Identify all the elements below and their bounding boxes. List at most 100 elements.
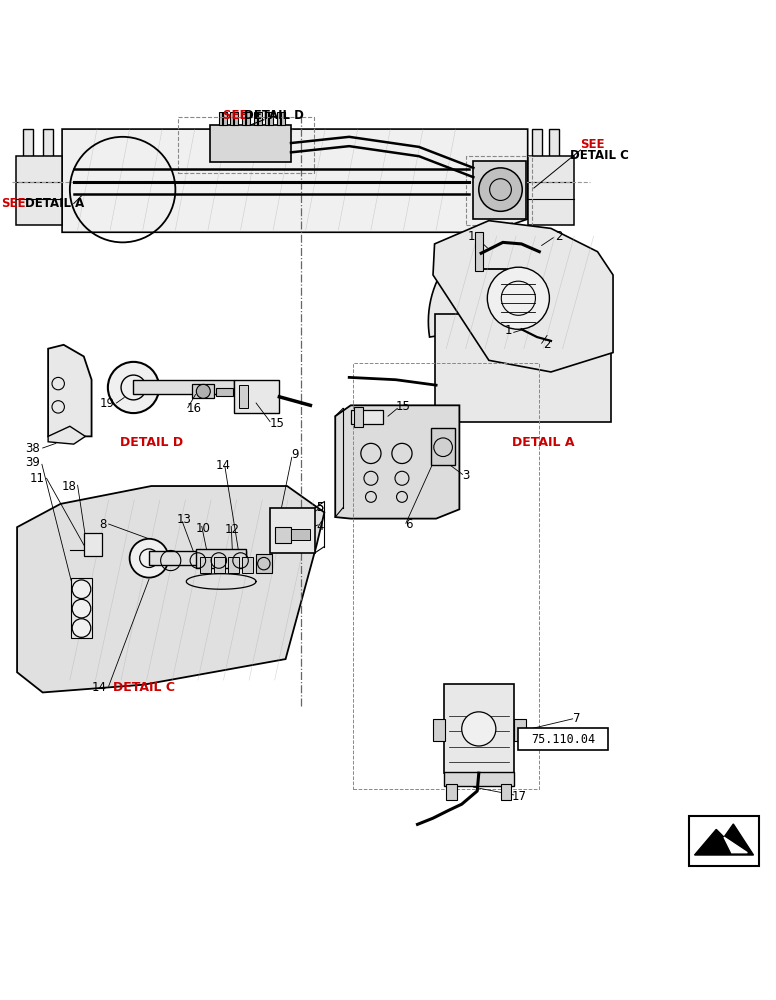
Bar <box>354 407 363 427</box>
Text: 8: 8 <box>99 518 107 531</box>
Text: 5: 5 <box>317 501 324 514</box>
Bar <box>256 554 272 573</box>
Text: 16: 16 <box>186 402 201 415</box>
Bar <box>228 557 239 573</box>
Bar <box>242 557 253 573</box>
Text: 7: 7 <box>573 712 580 725</box>
Bar <box>518 728 608 750</box>
Text: 75.110.04: 75.110.04 <box>531 733 595 746</box>
Text: 39: 39 <box>26 456 40 469</box>
Bar <box>196 549 246 568</box>
Bar <box>254 112 262 125</box>
Polygon shape <box>433 221 613 372</box>
Text: SEE: SEE <box>223 109 252 122</box>
Bar <box>219 112 227 125</box>
Bar <box>149 551 246 565</box>
Bar <box>446 784 457 800</box>
Circle shape <box>487 267 549 329</box>
Bar <box>291 529 310 540</box>
Text: 14: 14 <box>216 459 230 472</box>
Text: 14: 14 <box>92 681 107 694</box>
Polygon shape <box>48 345 92 436</box>
Text: 4: 4 <box>317 520 324 533</box>
Bar <box>444 772 514 786</box>
Bar <box>528 156 574 225</box>
Bar <box>84 533 102 556</box>
Text: 11: 11 <box>30 472 45 485</box>
Bar <box>214 557 225 573</box>
Text: 10: 10 <box>196 522 210 535</box>
Text: 12: 12 <box>225 523 240 536</box>
Polygon shape <box>724 837 747 853</box>
Bar <box>433 719 445 741</box>
Bar <box>514 719 526 741</box>
Bar <box>353 363 539 789</box>
Polygon shape <box>48 426 85 444</box>
Text: 15: 15 <box>270 417 285 430</box>
Text: 2: 2 <box>543 338 551 351</box>
Text: 18: 18 <box>61 480 76 493</box>
Text: 15: 15 <box>396 400 411 413</box>
Text: 1: 1 <box>504 324 512 337</box>
Bar <box>230 112 238 125</box>
Text: SEE: SEE <box>2 197 26 210</box>
Circle shape <box>479 168 522 211</box>
Bar <box>71 578 92 638</box>
Text: DETAIL A: DETAIL A <box>25 197 84 210</box>
Text: 17: 17 <box>512 790 527 803</box>
Bar <box>270 508 315 553</box>
Bar <box>473 161 526 219</box>
Text: 38: 38 <box>26 442 40 455</box>
Bar <box>43 129 53 159</box>
Bar <box>435 314 611 422</box>
Circle shape <box>108 362 159 413</box>
Text: 2: 2 <box>555 230 563 243</box>
Polygon shape <box>428 223 521 337</box>
Circle shape <box>72 580 91 599</box>
Bar <box>475 232 483 271</box>
Text: SEE: SEE <box>580 138 605 151</box>
Circle shape <box>462 712 496 746</box>
Bar <box>192 384 214 398</box>
Bar <box>178 117 314 173</box>
Polygon shape <box>335 405 459 519</box>
Text: 6: 6 <box>405 518 413 531</box>
Bar <box>277 112 285 125</box>
Circle shape <box>72 599 91 618</box>
Bar <box>210 125 291 162</box>
Text: DETAIL C: DETAIL C <box>113 681 175 694</box>
Text: 5: 5 <box>317 501 324 514</box>
Bar <box>689 816 759 866</box>
Bar <box>351 410 383 424</box>
Text: 19: 19 <box>100 397 115 410</box>
Bar <box>216 388 233 396</box>
Bar <box>23 129 33 159</box>
Bar <box>444 684 514 773</box>
Text: DETAIL D: DETAIL D <box>120 436 183 449</box>
Text: 3: 3 <box>462 469 469 482</box>
Bar <box>234 380 279 413</box>
Polygon shape <box>17 486 324 692</box>
Circle shape <box>196 384 210 398</box>
Bar <box>242 112 250 125</box>
Bar <box>133 380 234 394</box>
Bar <box>532 129 542 159</box>
Text: 1: 1 <box>467 230 475 243</box>
Text: 9: 9 <box>291 448 299 461</box>
Text: DETAIL A: DETAIL A <box>512 436 574 449</box>
Bar <box>275 527 291 543</box>
Text: DETAIL C: DETAIL C <box>570 149 629 162</box>
Circle shape <box>72 619 91 637</box>
Bar <box>431 428 455 465</box>
Bar <box>200 557 211 573</box>
Bar <box>265 112 273 125</box>
Circle shape <box>130 539 168 578</box>
Bar <box>16 156 62 225</box>
Polygon shape <box>62 129 528 232</box>
Bar <box>239 385 248 408</box>
Text: DETAIL D: DETAIL D <box>244 109 304 122</box>
Bar <box>466 156 532 225</box>
Text: 13: 13 <box>177 513 192 526</box>
Bar <box>549 129 559 159</box>
Polygon shape <box>695 824 753 855</box>
